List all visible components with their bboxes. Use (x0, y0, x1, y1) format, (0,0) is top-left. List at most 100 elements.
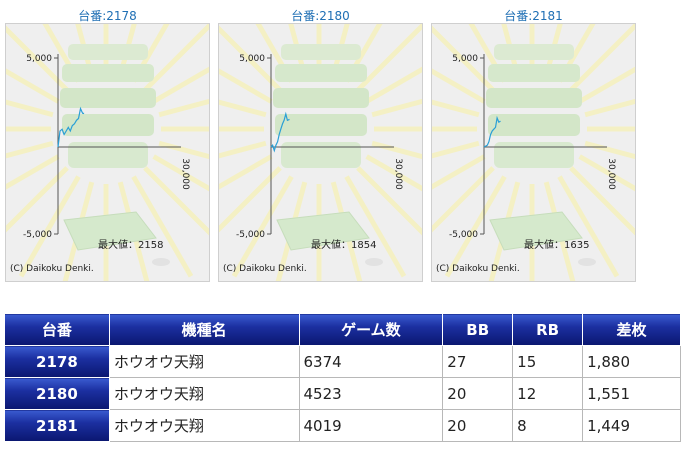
header-rb: RB (512, 313, 584, 346)
game-count-cell: 4019 (298, 409, 444, 442)
background-tower-tier (486, 88, 582, 108)
background-ray (6, 166, 69, 233)
graph-title: 台番:2181 (504, 9, 563, 23)
background-ray (432, 166, 495, 233)
rb-cell: 12 (512, 377, 584, 410)
background-ray (569, 24, 635, 92)
machine-number-cell[interactable]: 2181 (4, 409, 110, 442)
rb-cell: 15 (512, 345, 584, 378)
y-tick-label-bottom: -5,000 (23, 230, 52, 240)
slump-graph-panel: 5,000 -5,000 30,000 最大値：2158 (C) Daikoku Den… (5, 23, 210, 282)
background-coin (365, 258, 383, 266)
background-ray (6, 154, 60, 190)
difference-cell: 1,551 (582, 377, 681, 410)
bb-cell: 20 (442, 409, 514, 442)
y-tick-label-top: 5,000 (26, 54, 52, 64)
background-ray (158, 140, 209, 160)
background-tower-base (68, 142, 148, 168)
machine-data-table: 台番 機種名 ゲーム数 BB RB 差枚 2178 ホウオウ天翔 6374 27… (4, 313, 681, 442)
bb-cell: 20 (442, 377, 514, 410)
background-tower-tier (273, 88, 369, 108)
background-ray (432, 140, 480, 159)
background-ray (131, 175, 194, 278)
background-tower-tier (488, 64, 580, 82)
background-tower-base (494, 142, 574, 168)
background-coin (578, 258, 596, 266)
background-ray (578, 66, 635, 104)
x-tick-label-right: 30,000 (393, 158, 403, 190)
header-machine-type: 機種名 (108, 313, 300, 346)
background-ray (158, 98, 209, 118)
background-ray (6, 99, 54, 118)
machine-type-cell: ホウオウ天翔 (108, 377, 300, 410)
background-tower-base (281, 142, 361, 168)
background-tower-top (494, 44, 574, 60)
x-tick-label-right: 30,000 (606, 158, 616, 190)
graph-title: 台番:2178 (78, 9, 137, 23)
background-tower-tier (62, 114, 154, 136)
background-ray (6, 140, 54, 159)
background-ray (371, 140, 422, 160)
y-tick-label-top: 5,000 (239, 54, 265, 64)
y-tick-label-bottom: -5,000 (236, 230, 265, 240)
background-coin (152, 258, 170, 266)
background-ray (356, 24, 422, 92)
machine-type-cell: ホウオウ天翔 (108, 345, 300, 378)
background-ray (432, 68, 486, 104)
background-ray (444, 175, 507, 278)
table-row[interactable]: 2181 ホウオウ天翔 4019 20 8 1,449 (4, 409, 681, 442)
background-ray (143, 166, 209, 236)
background-ray (356, 166, 422, 236)
slump-line (270, 111, 290, 153)
header-bb: BB (442, 313, 514, 346)
slump-graph-svg: 5,000 -5,000 30,000 最大値：1854 (C) Daikoku Den… (219, 24, 422, 281)
background-ray (152, 154, 209, 192)
bb-cell: 27 (442, 345, 514, 378)
header-machine-number: 台番 (4, 313, 110, 346)
background-ray (219, 68, 273, 104)
background-tower-tier (60, 88, 156, 108)
machine-type-cell: ホウオウ天翔 (108, 409, 300, 442)
background-ray (557, 175, 620, 278)
background-ray (578, 154, 635, 192)
machine-number-cell[interactable]: 2180 (4, 377, 110, 410)
game-count-cell: 6374 (298, 345, 444, 378)
background-ray (219, 166, 282, 233)
background-ray (219, 140, 267, 159)
x-tick-label-right: 30,000 (180, 158, 190, 190)
background-ray (371, 98, 422, 118)
background-ray (152, 66, 209, 104)
background-ray (219, 99, 267, 118)
copyright-label: (C) Daikoku Denki. (223, 264, 307, 274)
difference-cell: 1,880 (582, 345, 681, 378)
graph-card-2181[interactable]: 台番:2181 5,000 -5,000 30,000 最大値：1635 (C) Dai… (431, 0, 636, 285)
y-tick-label-top: 5,000 (452, 54, 478, 64)
slump-line (57, 106, 85, 148)
max-value-label: 最大値：1854 (311, 238, 376, 251)
background-tower-top (281, 44, 361, 60)
table-row[interactable]: 2180 ホウオウ天翔 4523 20 12 1,551 (4, 377, 681, 410)
difference-cell: 1,449 (582, 409, 681, 442)
background-tower-top (68, 44, 148, 60)
y-tick-label-bottom: -5,000 (449, 230, 478, 240)
background-ray (18, 175, 81, 278)
slump-line (483, 115, 501, 148)
background-ray (432, 99, 480, 118)
graph-card-2180[interactable]: 台番:2180 5,000 -5,000 30,000 最大値：1854 (C) Dai… (218, 0, 423, 285)
graph-card-2178[interactable]: 台番:2178 5,000 -5,000 30,000 最大値：2158 (C) Dai… (5, 0, 210, 285)
background-tray (276, 211, 370, 251)
background-ray (231, 175, 294, 278)
background-ray (365, 154, 422, 192)
slump-graph-panel: 5,000 -5,000 30,000 最大値：1635 (C) Daikoku Den… (431, 23, 636, 282)
machine-number-cell[interactable]: 2178 (4, 345, 110, 378)
background-tower-tier (488, 114, 580, 136)
background-ray (432, 154, 486, 190)
slump-graph-svg: 5,000 -5,000 30,000 最大値：1635 (C) Daikoku Den… (432, 24, 635, 281)
background-ray (6, 25, 69, 92)
background-tower-tier (275, 64, 367, 82)
background-tower-tier (62, 64, 154, 82)
table-header-row: 台番 機種名 ゲーム数 BB RB 差枚 (4, 313, 681, 346)
background-ray (6, 68, 60, 104)
table-row[interactable]: 2178 ホウオウ天翔 6374 27 15 1,880 (4, 345, 681, 378)
background-ray (344, 175, 407, 278)
